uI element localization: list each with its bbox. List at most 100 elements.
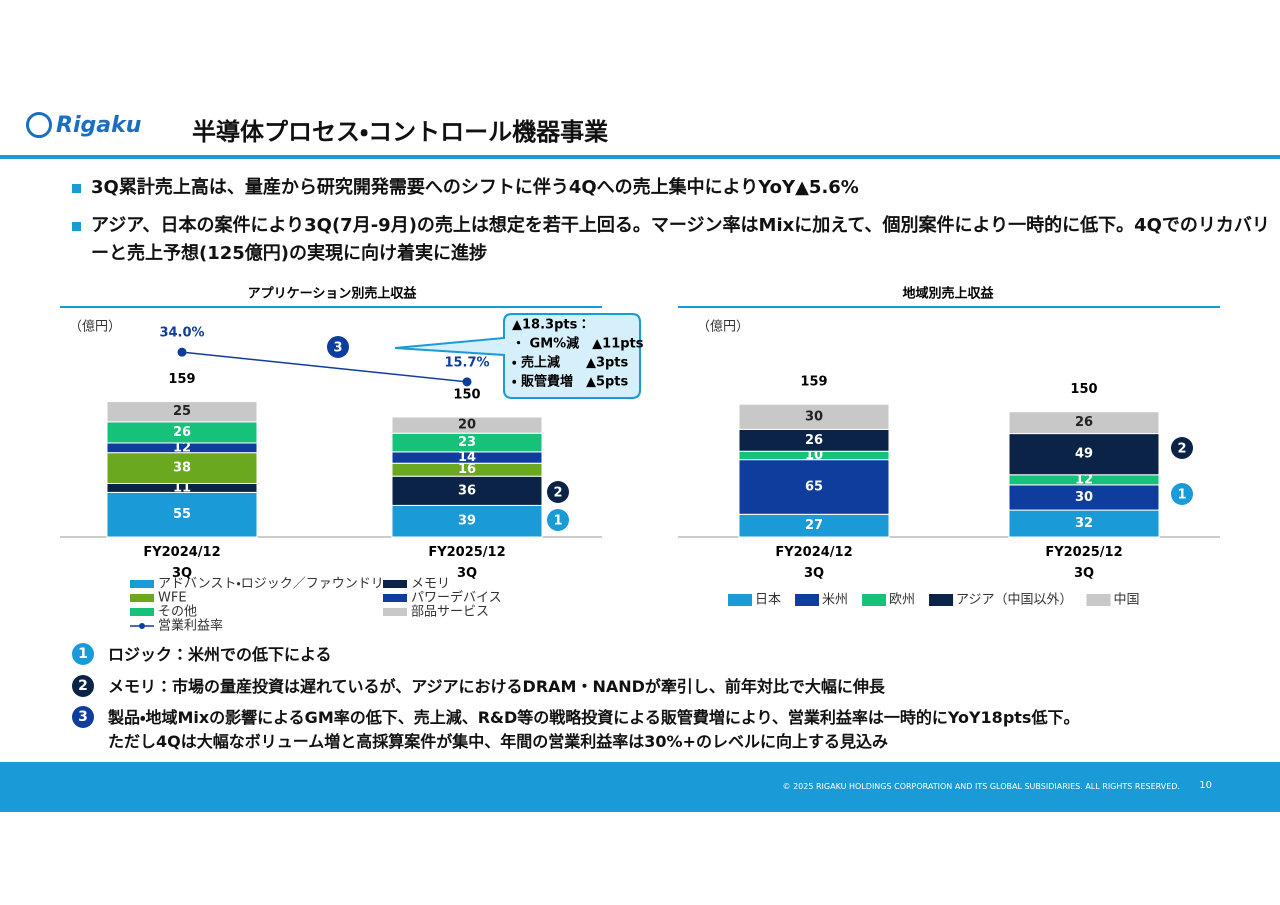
- marker-label: 3: [333, 341, 342, 356]
- title-rule: [0, 155, 1280, 159]
- data-label: 26: [173, 425, 191, 440]
- bar-segment: [738, 459, 890, 515]
- bar-segment: [1008, 433, 1160, 476]
- legend-swatch: [383, 608, 407, 616]
- data-label: 20: [458, 418, 476, 433]
- category-label: FY2024/12 3Q: [775, 545, 852, 581]
- margin-label: 15.7%: [444, 355, 489, 370]
- legend-label: メモリ: [411, 577, 450, 592]
- unit-label: （億円）: [697, 320, 749, 335]
- legend-swatch: [130, 608, 154, 616]
- legend-swatch: [795, 594, 820, 606]
- bullet-text: 3Q累計売上高は、量産から研究開発需要へのシフトに伴う4Qへの売上集中によりYo…: [91, 177, 859, 198]
- data-label: 32: [1075, 516, 1093, 531]
- callout-text: ・ GM%減 ▲11pts: [512, 336, 644, 352]
- margin-label: 34.0%: [159, 326, 204, 341]
- legend-label: WFE: [158, 591, 187, 606]
- legend-label: アドバンスト・ロジック／ファウンドリ: [158, 577, 384, 592]
- data-label: 16: [458, 462, 476, 477]
- callout-text: ・ 販管費増 ▲5pts: [512, 374, 629, 390]
- bullet: 3Q累計売上高は、量産から研究開発需要へのシフトに伴う4Qへの売上集中によりYo…: [72, 174, 1277, 202]
- data-label: 30: [1075, 490, 1093, 505]
- note-badge: 3: [72, 706, 94, 728]
- data-label: 12: [173, 440, 191, 455]
- total-label: 159: [168, 372, 195, 387]
- marker-badge: [547, 509, 569, 531]
- marker-label: 2: [553, 486, 562, 501]
- marker-badge: [547, 481, 569, 503]
- marker-label: 1: [553, 514, 562, 529]
- bullet-text: アジア、日本の案件により3Q(7月-9月)の売上は想定を若干上回る。マージン率は…: [91, 215, 1270, 264]
- slide-title: 半導体プロセス・コントロール機器事業: [192, 118, 609, 146]
- copyright: © 2025 RIGAKU HOLDINGS CORPORATION AND I…: [782, 782, 1180, 791]
- callout-text: ・ 売上減 ▲3pts: [512, 355, 629, 371]
- legend-swatch: [130, 594, 154, 602]
- bar-segment: [1008, 411, 1160, 435]
- legend-label: その他: [158, 605, 197, 620]
- legend-swatch: [383, 594, 407, 602]
- marker-badge: [1171, 483, 1193, 505]
- legend-label: アジア（中国以外）: [956, 593, 1072, 608]
- legend-swatch: [862, 594, 887, 606]
- note-text: 製品・地域Mixの影響によるGM率の低下、売上減、R&D等の戦略投資による販管費…: [108, 708, 1080, 751]
- legend-label: 欧州: [889, 593, 915, 608]
- callout-text: ▲18.3pts：: [512, 318, 590, 333]
- note-badge: 2: [72, 675, 94, 697]
- marker-badge: [1171, 437, 1193, 459]
- note: 3 製品・地域Mixの影響によるGM率の低下、売上減、R&D等の戦略投資による販管…: [72, 706, 1079, 754]
- bar-segment: [391, 475, 543, 506]
- data-label: 55: [173, 507, 191, 522]
- chart-title: アプリケーション別売上収益: [248, 286, 418, 302]
- total-label: 150: [1070, 382, 1097, 397]
- data-label: 38: [173, 461, 191, 476]
- margin-line: [181, 351, 468, 383]
- charts: アプリケーション別売上収益（億円）551138122625159FY2024/1…: [60, 286, 1220, 634]
- legend-dot: [139, 623, 145, 629]
- data-label: 27: [805, 518, 823, 533]
- marker-badge: [327, 336, 349, 358]
- data-label: 26: [1075, 415, 1093, 430]
- legend-swatch: [929, 594, 954, 606]
- legend-swatch: [1086, 594, 1111, 606]
- data-label: 26: [805, 433, 823, 448]
- data-label: 39: [458, 514, 476, 529]
- bar-segment: [738, 403, 890, 430]
- bar-segment: [1008, 484, 1160, 511]
- bar-segment: [106, 491, 258, 538]
- note-text: メモリ：市場の量産投資は遅れているが、アジアにおけるDRAM・NANDが牽引し、…: [108, 677, 885, 696]
- data-label: 30: [805, 409, 823, 424]
- note-badge: 1: [72, 643, 94, 665]
- page-number: 10: [1199, 780, 1212, 791]
- bar-segment: [1008, 509, 1160, 538]
- data-label: 36: [458, 483, 476, 498]
- legend-label: 米州: [822, 593, 848, 608]
- note: 2 メモリ：市場の量産投資は遅れているが、アジアにおけるDRAM・NANDが牽引し…: [72, 675, 885, 699]
- unit-label: （億円）: [69, 320, 121, 335]
- category-label: FY2024/12 3Q: [143, 545, 220, 581]
- legend-label: 営業利益率: [158, 618, 223, 634]
- bar-segment: [106, 401, 258, 423]
- data-label: 25: [173, 404, 191, 419]
- legend-label: 日本: [755, 593, 781, 608]
- data-label: 12: [1075, 472, 1093, 487]
- data-label: 14: [458, 450, 476, 465]
- data-label: 49: [1075, 447, 1093, 462]
- callout-box: [394, 313, 641, 399]
- legend-label: 部品サービス: [411, 605, 489, 620]
- note-text: ロジック：米州での低下による: [108, 645, 332, 664]
- marker-label: 2: [1177, 442, 1186, 457]
- data-label: 11: [173, 480, 191, 495]
- total-label: 159: [800, 375, 827, 390]
- category-label: FY2025/12 3Q: [1045, 545, 1122, 581]
- total-label: 150: [453, 388, 480, 403]
- chart-title: 地域別売上収益: [902, 286, 994, 302]
- legend-swatch: [130, 580, 154, 588]
- data-label: 65: [805, 479, 823, 494]
- margin-point: [177, 347, 187, 357]
- footer: © 2025 RIGAKU HOLDINGS CORPORATION AND I…: [0, 762, 1280, 812]
- bar-segment: [391, 504, 543, 538]
- legend-label: 中国: [1114, 593, 1140, 608]
- bullet: アジア、日本の案件により3Q(7月-9月)の売上は想定を若干上回る。マージン率は…: [72, 212, 1277, 268]
- legend-label: パワーデバイス: [411, 590, 502, 606]
